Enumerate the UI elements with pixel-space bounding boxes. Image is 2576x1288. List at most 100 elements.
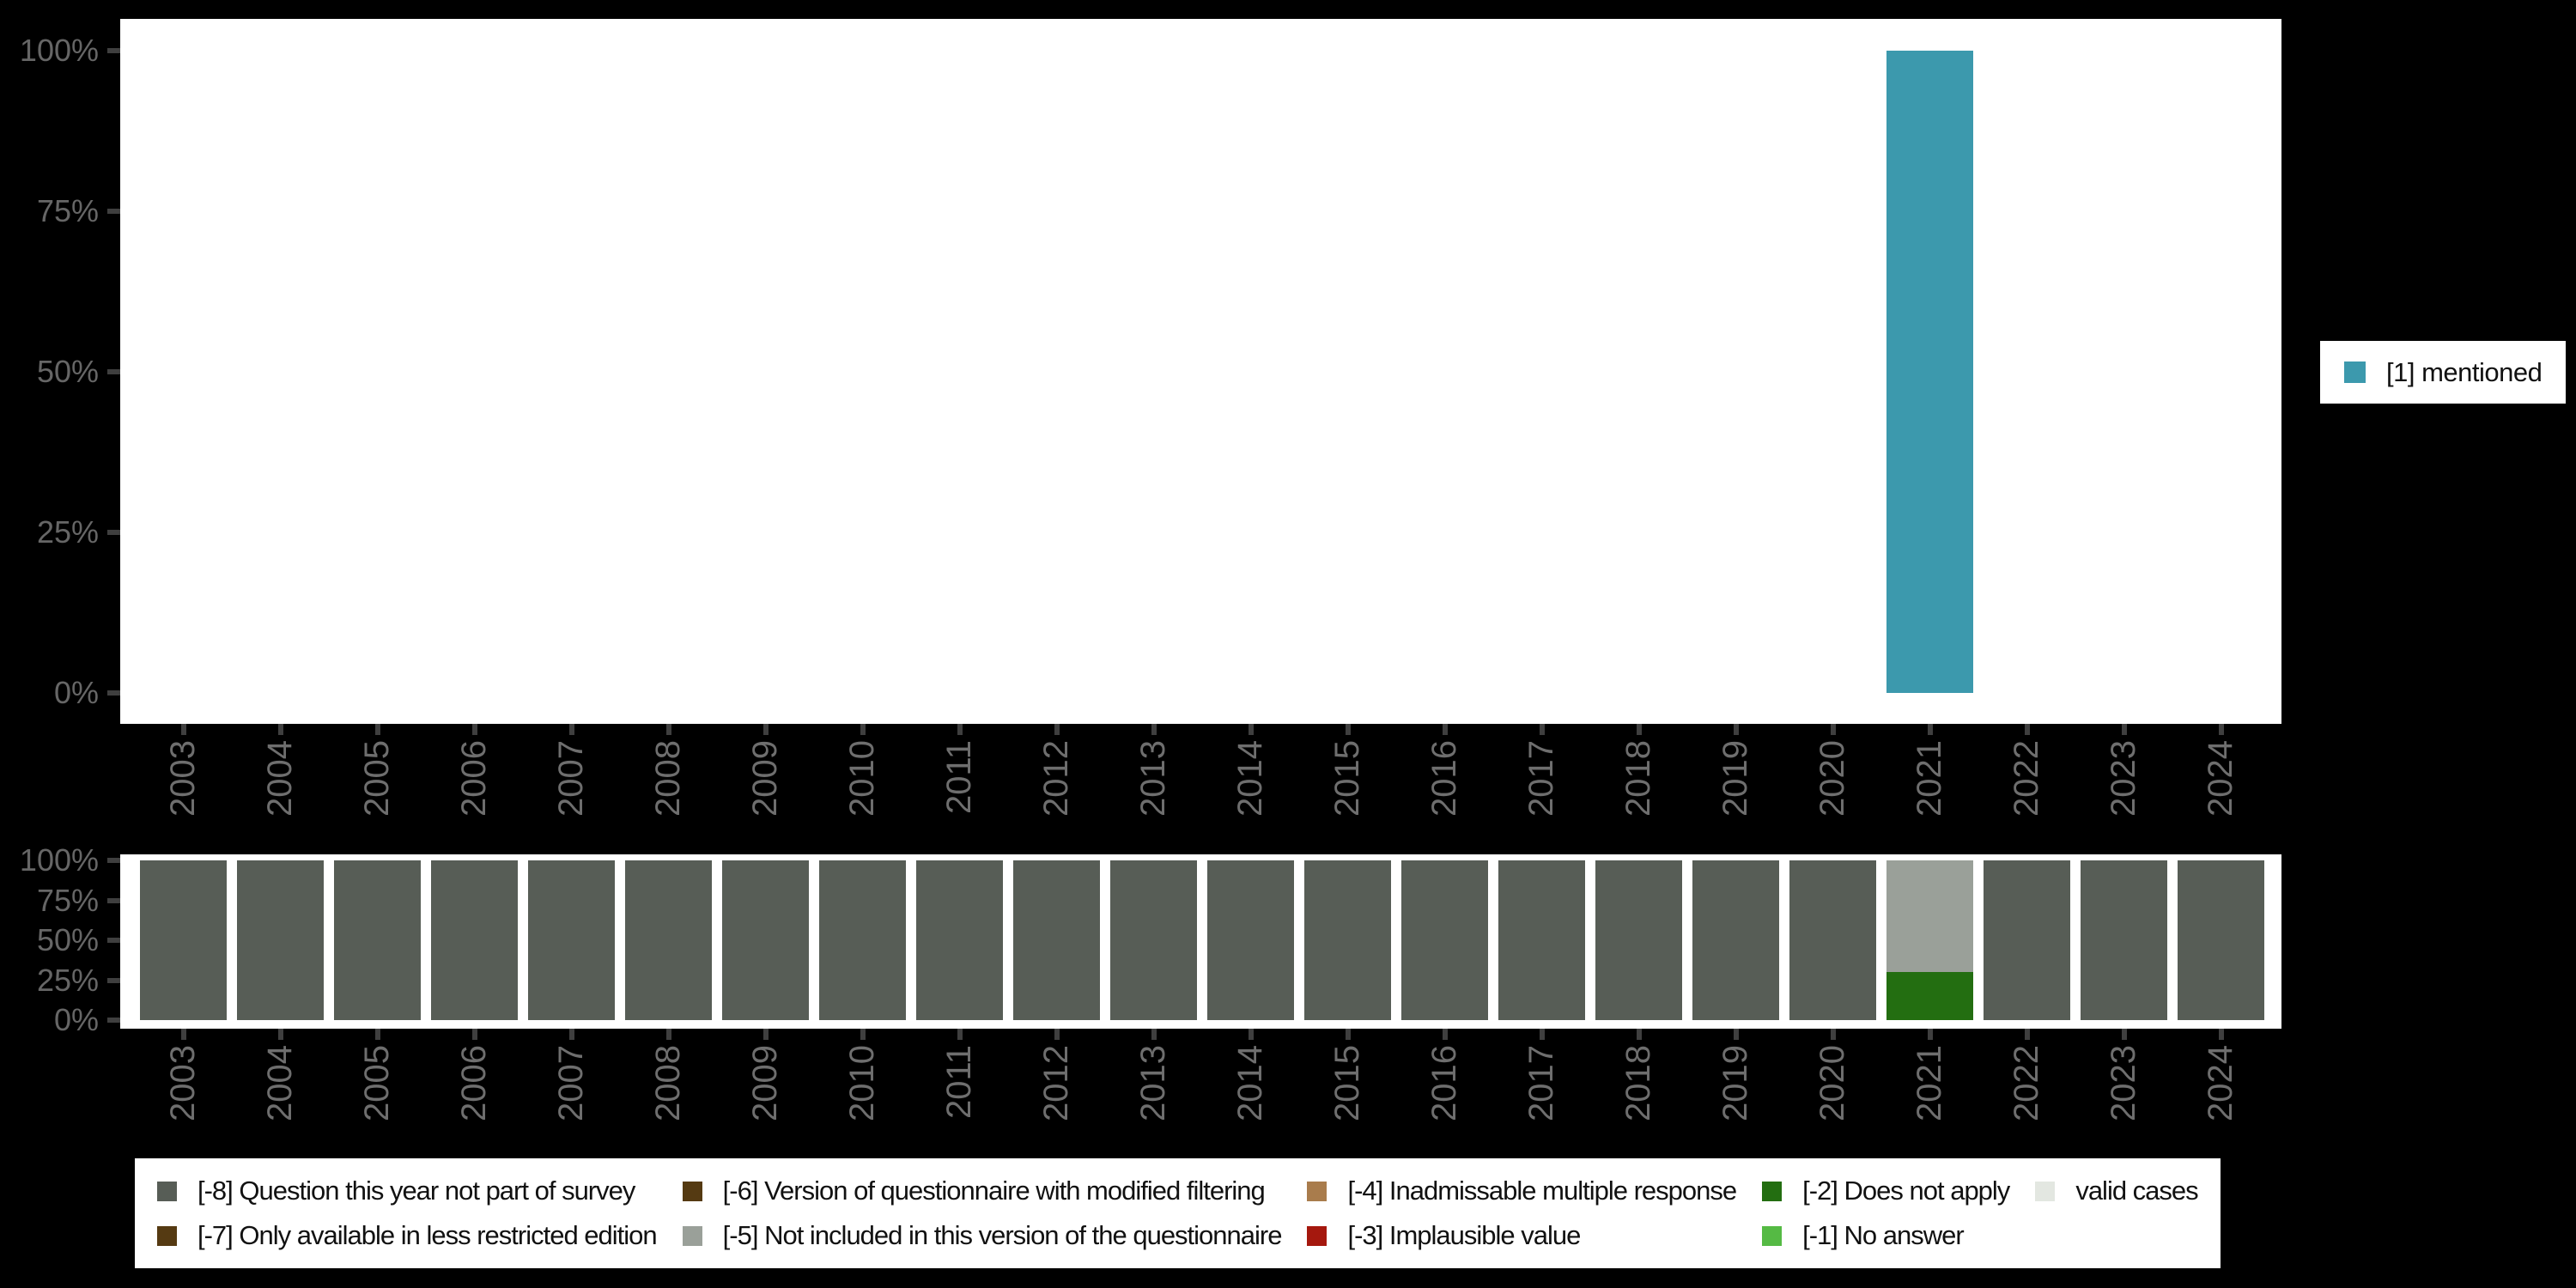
bar-segment [1304,860,1391,1020]
year-label-text: 2013 [1134,740,1172,817]
year-label-text: 2005 [358,740,396,817]
y-axis-tick [107,690,120,696]
y-axis-tick [107,858,120,863]
bar-segment [1498,860,1585,1020]
legend-item-label: valid cases [2075,1176,2198,1206]
x-axis-year-label: 2018 [1590,1045,1687,1139]
year-label-text: 2023 [2105,740,2142,817]
x-axis-year-label: 2008 [620,740,717,835]
year-label-text: 2006 [455,740,493,817]
year-label-text: 2017 [1522,740,1560,817]
bar-segment [431,860,518,1020]
x-axis-year-label: 2007 [523,740,620,835]
y-axis-percent-label: 75% [36,882,99,918]
x-axis-year-label: 2020 [1784,1045,1881,1139]
legend-color-swatch [682,1181,702,1201]
x-axis-year-label: 2004 [232,1045,329,1139]
x-axis-year-label: 2019 [1687,740,1784,835]
x-axis-tick [374,724,380,735]
x-axis-tick [1151,724,1157,735]
year-label-text: 2012 [1037,1045,1075,1121]
year-label-text: 2012 [1037,740,1075,817]
year-label-text: 2019 [1716,1045,1754,1121]
bar-segment [1401,860,1488,1020]
legend-item: valid cases [2035,1176,2199,1206]
legend-color-swatch [1762,1181,1783,1201]
x-axis-year-label: 2011 [911,740,1008,835]
y-axis-percent-label: 100% [19,842,99,878]
y-axis-tick [107,209,120,214]
x-axis-year-label: 2012 [1008,1045,1105,1139]
y-axis-tick [107,897,120,903]
x-axis-year-label: 2017 [1493,740,1590,835]
x-axis-tick [1539,1029,1545,1040]
x-axis-year-label: 2008 [620,1045,717,1139]
year-label-text: 2017 [1522,1045,1560,1121]
year-label-text: 2010 [843,1045,881,1121]
x-axis-year-label: 2024 [2172,740,2269,835]
x-axis-year-label: 2014 [1202,1045,1299,1139]
bar-segment [1886,51,1973,693]
year-label-text: 2015 [1328,1045,1366,1121]
year-label-text: 2011 [940,1045,978,1120]
legend-color-swatch [1307,1181,1327,1201]
x-axis-year-label: 2011 [911,1045,1008,1139]
x-axis-tick [2121,724,2127,735]
legend-item: [-6] Version of questionnaire with modif… [682,1176,1282,1206]
legend-color-swatch [682,1225,702,1246]
x-axis-year-label: 2022 [1978,740,2075,835]
x-axis-year-label: 2009 [717,1045,814,1139]
x-axis-tick [1636,724,1642,735]
year-label-text: 2016 [1425,740,1463,817]
year-label-text: 2018 [1619,740,1657,817]
legend-mentioned: [1] mentioned [2320,341,2567,404]
year-label-text: 2021 [1911,740,1948,817]
x-axis-tick [1830,724,1836,735]
bar-segment [1886,972,1973,1020]
year-label-text: 2020 [1814,1045,1851,1121]
x-axis-tick [1248,1029,1254,1040]
y-axis-percent-label: 0% [53,1002,99,1037]
x-axis-year-label: 2006 [426,740,523,835]
x-axis-tick [1054,724,1060,735]
year-label-text: 2022 [2008,740,2045,817]
x-axis-tick [1345,1029,1351,1040]
year-label-text: 2024 [2202,740,2239,817]
year-label-text: 2007 [552,740,590,817]
legend-item: [-1] No answer [1762,1220,2009,1251]
x-axis-tick [2024,1029,2030,1040]
legend-color-swatch [1307,1225,1327,1246]
x-axis-tick [1442,1029,1448,1040]
x-axis-year-label: 2009 [717,740,814,835]
x-axis-tick [665,1029,671,1040]
x-axis-year-label: 2004 [232,740,329,835]
y-axis-tick [107,48,120,53]
bar-segment [819,860,906,1020]
legend-item-label: [-2] Does not apply [1802,1176,2010,1206]
year-label-text: 2013 [1134,1045,1172,1121]
x-axis-year-label: 2012 [1008,740,1105,835]
x-axis-tick [471,724,477,735]
x-axis-year-label: 2010 [814,1045,911,1139]
legend-item-label: [-1] No answer [1802,1220,1965,1250]
y-axis-tick [107,938,120,943]
legend-item: [-2] Does not apply [1762,1176,2010,1206]
x-axis-tick [1733,1029,1739,1040]
bar-segment [1984,860,2070,1020]
y-axis-tick [107,1018,120,1023]
bar-segment [2081,860,2167,1020]
y-axis-percent-label: 50% [36,354,99,389]
year-label-text: 2014 [1231,1045,1269,1121]
year-label-text: 2007 [552,1045,590,1121]
bar-segment [916,860,1003,1020]
x-axis-year-label: 2006 [426,1045,523,1139]
y-axis-tick [107,530,120,535]
bar-segment [334,860,421,1020]
year-label-text: 2008 [649,740,687,817]
year-label-text: 2006 [455,1045,493,1121]
y-axis-percent-label: 50% [36,922,99,957]
x-axis-year-label: 2020 [1784,740,1881,835]
y-axis-percent-label: 75% [36,193,99,228]
x-axis-tick [2121,1029,2127,1040]
